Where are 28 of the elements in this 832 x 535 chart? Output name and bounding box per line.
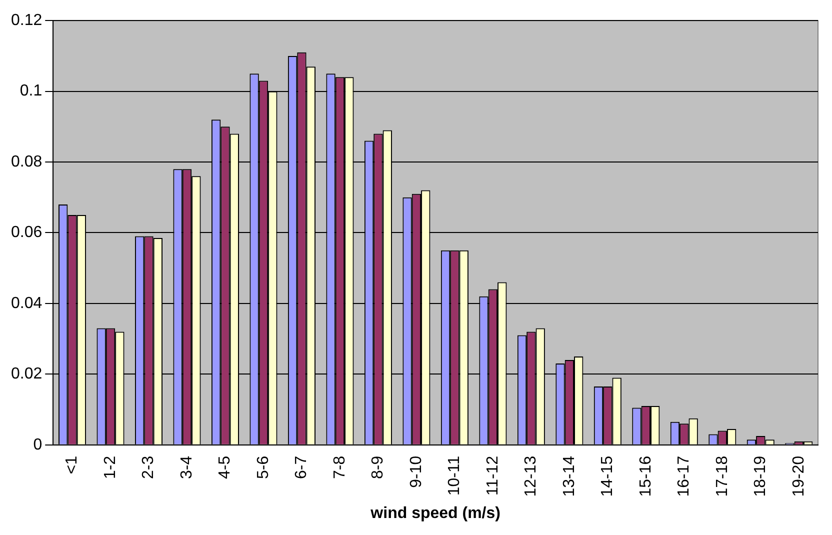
x-tick-label: 8-9	[370, 456, 387, 480]
x-tick-label: 9-10	[408, 456, 425, 488]
x-tick-label: 11-12	[484, 456, 502, 496]
y-tick-label: 0	[33, 436, 42, 454]
x-tick-label: 2-3	[140, 456, 158, 480]
x-tick-label: 12-13	[522, 456, 540, 497]
x-tick-label: 13-14	[560, 456, 578, 497]
x-tick-label: 14-15	[599, 456, 616, 497]
y-tick-label: 0.06	[11, 224, 42, 242]
x-tick-label: 3-4	[178, 456, 196, 480]
x-tick-label: 6-7	[293, 456, 310, 480]
y-tick-label: 0.02	[11, 366, 42, 383]
y-tick-label: 0.04	[11, 294, 42, 312]
x-tick-label: 1-2	[102, 456, 119, 480]
x-tick-label: 4-5	[216, 456, 234, 480]
x-tick-label: 10-11	[446, 456, 464, 496]
x-tick-label: 5-6	[254, 456, 272, 480]
x-tick-label: 16-17	[676, 456, 693, 497]
x-tick-label: 7-8	[331, 456, 348, 480]
x-axis-title: wind speed (m/s)	[370, 504, 500, 522]
y-tick-label: 0.1	[20, 82, 42, 100]
x-tick-label: 19-20	[790, 456, 808, 497]
y-tick-label: 0.08	[11, 153, 42, 170]
x-tick-label: 18-19	[752, 456, 770, 497]
y-tick-label: 0.12	[11, 12, 42, 30]
x-tick-label: 17-18	[714, 456, 731, 497]
x-tick-label: <1	[64, 456, 81, 474]
x-tick-label: 15-16	[637, 456, 654, 497]
